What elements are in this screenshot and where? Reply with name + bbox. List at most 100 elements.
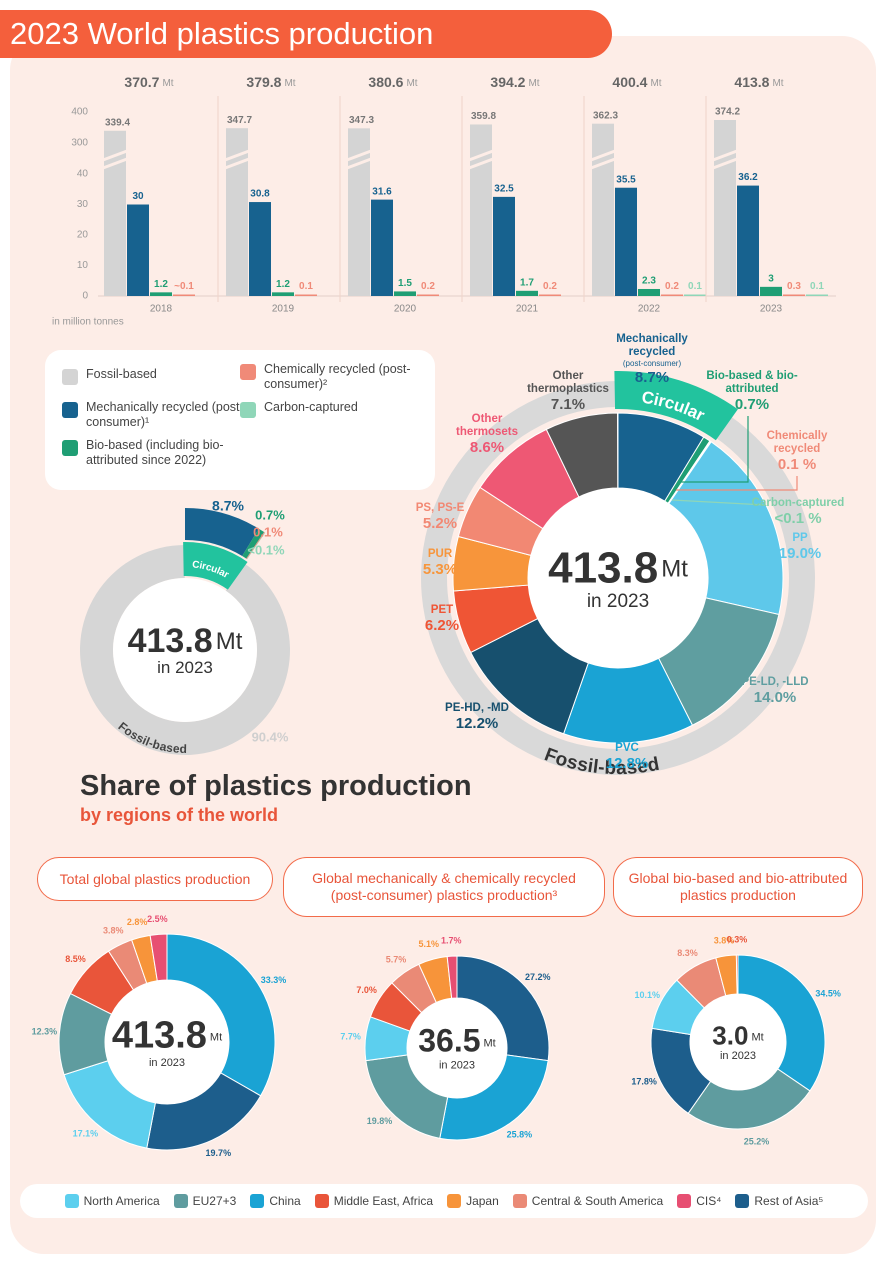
category-label: Chemically recycled — [766, 430, 828, 455]
segment-label: PVC 12.8% — [606, 742, 649, 773]
axis-break-mark — [102, 157, 128, 170]
bar — [104, 130, 126, 296]
donut-hole — [690, 994, 786, 1090]
value-label: 8.3% — [677, 948, 698, 958]
category-label: PE-LD, -LLD — [741, 676, 809, 688]
legend-label: Fossil-based — [86, 367, 157, 381]
value-label: 0.3% — [727, 934, 748, 944]
bar-value-label: 0.1 — [810, 281, 824, 292]
bar-value-label: 30.8 — [250, 189, 270, 200]
value-label: <0.1% — [247, 542, 285, 557]
total-value: 379.8 — [246, 74, 281, 90]
y-tick-label: 30 — [77, 199, 89, 210]
center-subtitle: in 2023 — [720, 1050, 756, 1062]
bar-value-label: 359.8 — [471, 111, 496, 122]
bar — [806, 294, 828, 296]
total-value: 413.8 — [128, 622, 213, 660]
bar — [371, 199, 393, 296]
x-tick-label: 2022 — [638, 304, 661, 315]
bar — [295, 294, 317, 296]
bar — [127, 204, 149, 296]
value-label: 10.1% — [634, 990, 660, 1000]
axis-break-mark — [346, 149, 372, 162]
total-unit: Mt — [751, 1032, 763, 1044]
value-label: 8.7% — [212, 498, 244, 514]
axis-break-mark — [468, 149, 494, 162]
legend-swatch — [314, 1194, 329, 1208]
legend-label: CIS⁴ — [696, 1194, 722, 1208]
segment-label: Chemically recycled 0.1 % — [757, 430, 837, 474]
value-label: 8.5% — [65, 954, 86, 964]
bar — [783, 294, 805, 296]
value-label: 19.0% — [778, 545, 822, 562]
legend-item: Middle East, Africa — [314, 1194, 433, 1208]
center-total: 413.8 Mt — [128, 622, 243, 660]
legend-item: EU27+3 — [173, 1194, 237, 1208]
center-subtitle: in 2023 — [587, 591, 649, 612]
legend-label: Chemically recycled (post-consumer)² — [264, 362, 411, 391]
legend: Fossil-based Mechanically recycled (post-… — [45, 350, 435, 490]
total-unit: Mt — [772, 78, 783, 89]
legend-swatch — [173, 1194, 188, 1208]
axis-break-mark — [712, 157, 738, 170]
segment-label: PP 19.0% — [779, 532, 822, 563]
axis-break-mark — [590, 149, 616, 162]
bar — [272, 292, 294, 296]
bar-value-label: 347.3 — [349, 115, 374, 126]
value-label: 2.8% — [127, 917, 148, 927]
bar-value-label: 0.2 — [421, 281, 435, 292]
value-label: 27.2% — [525, 972, 551, 982]
center-subtitle: in 2023 — [149, 1057, 185, 1069]
value-label: 8.7% — [634, 369, 670, 386]
segment-label: PET 6.2% — [425, 604, 459, 635]
category-label: Bio-based & bio-attributed — [706, 370, 798, 395]
legend-swatch — [64, 1194, 79, 1208]
donut-segment — [246, 532, 266, 560]
value-label: 5.7% — [386, 954, 407, 964]
total-label: 379.8 Mt — [246, 74, 295, 90]
value-label: 3.8% — [103, 926, 124, 936]
value-label: 0.1 % — [777, 456, 817, 473]
legend-swatch — [677, 1194, 692, 1208]
total-unit: Mt — [406, 78, 417, 89]
legend-swatch — [240, 364, 256, 380]
legend-label: EU27+3 — [192, 1194, 237, 1208]
x-tick-label: 2019 — [272, 304, 295, 315]
legend-swatch — [62, 369, 78, 385]
bar-value-label: 0.2 — [543, 281, 557, 292]
total-value: 413.8 — [734, 74, 769, 90]
bar — [150, 292, 172, 296]
bar-value-label: 374.2 — [715, 107, 740, 118]
value-label: 33.3% — [261, 975, 287, 985]
y-tick-label: 0 — [82, 291, 88, 302]
section-subtitle: by regions of the world — [80, 805, 279, 825]
value-label: 7.1% — [550, 396, 586, 413]
value-label: 5.2% — [422, 515, 458, 532]
y-tick-label: 400 — [71, 107, 88, 118]
segment-label: Other thermosets 8.6% — [447, 413, 527, 457]
value-label: 34.5% — [815, 989, 841, 999]
bar — [539, 294, 561, 296]
legend-item: China — [250, 1194, 301, 1208]
bar-value-label: 1.2 — [154, 279, 168, 290]
category-label: PE-HD, -MD — [445, 702, 509, 714]
value-label: 17.1% — [73, 1128, 99, 1138]
bar — [173, 294, 195, 296]
category-label: Mechanically recycled — [616, 333, 688, 358]
legend-item: Central & South America — [512, 1194, 663, 1208]
bar — [684, 294, 706, 296]
value-label: 0.1% — [253, 524, 283, 539]
value-label: 0.7% — [255, 507, 285, 522]
donut-segment — [185, 508, 259, 557]
bar-value-label: ~0.1 — [174, 281, 194, 292]
value-label: 12.2% — [455, 715, 499, 732]
segment-label: Bio-based & bio-attributed 0.7% — [697, 370, 807, 414]
leader-line — [671, 499, 766, 506]
value-label: <0.1 % — [774, 510, 822, 527]
segment-label: Carbon-captured <0.1 % — [752, 497, 845, 528]
total-unit: Mt — [284, 78, 295, 89]
bar — [615, 187, 637, 296]
donut-segment — [242, 528, 265, 559]
